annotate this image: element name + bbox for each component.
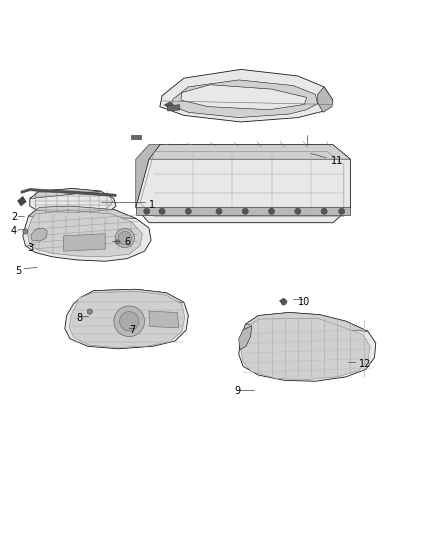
Bar — [167, 104, 180, 111]
Polygon shape — [136, 207, 350, 215]
Text: 1: 1 — [149, 200, 155, 210]
Polygon shape — [136, 145, 160, 207]
Text: 7: 7 — [129, 325, 135, 335]
Text: 3: 3 — [28, 243, 34, 253]
Polygon shape — [65, 289, 188, 349]
Polygon shape — [318, 87, 333, 112]
Polygon shape — [69, 292, 185, 348]
Polygon shape — [149, 311, 179, 328]
Circle shape — [185, 208, 191, 214]
Polygon shape — [181, 85, 307, 110]
Polygon shape — [28, 206, 136, 219]
Text: 2: 2 — [11, 213, 17, 222]
Text: 4: 4 — [11, 227, 17, 237]
Circle shape — [115, 240, 120, 244]
Circle shape — [118, 231, 131, 245]
Circle shape — [87, 309, 92, 314]
Polygon shape — [136, 145, 350, 223]
Circle shape — [268, 208, 275, 214]
Circle shape — [216, 208, 222, 214]
Polygon shape — [279, 298, 287, 305]
Circle shape — [120, 312, 139, 331]
Text: 9: 9 — [234, 386, 240, 397]
Text: 5: 5 — [15, 266, 21, 276]
Text: 11: 11 — [331, 156, 343, 166]
Circle shape — [242, 208, 248, 214]
Polygon shape — [245, 312, 368, 332]
Circle shape — [281, 300, 286, 305]
Polygon shape — [149, 145, 350, 159]
Polygon shape — [30, 189, 101, 199]
Circle shape — [144, 208, 150, 214]
Polygon shape — [171, 80, 318, 118]
Polygon shape — [160, 69, 333, 122]
Circle shape — [295, 208, 301, 214]
Circle shape — [339, 208, 345, 214]
Text: 8: 8 — [77, 313, 83, 323]
Circle shape — [159, 208, 165, 214]
Polygon shape — [30, 189, 116, 215]
Polygon shape — [164, 102, 173, 108]
Polygon shape — [31, 228, 47, 241]
Polygon shape — [239, 326, 252, 350]
Polygon shape — [28, 211, 142, 257]
Circle shape — [321, 208, 327, 214]
Circle shape — [114, 306, 145, 336]
Circle shape — [23, 229, 28, 234]
Polygon shape — [239, 312, 376, 381]
Polygon shape — [21, 189, 116, 197]
Polygon shape — [64, 233, 105, 251]
Text: 12: 12 — [359, 359, 371, 369]
Polygon shape — [23, 206, 151, 261]
Circle shape — [115, 229, 134, 248]
Bar — [131, 135, 141, 140]
Polygon shape — [18, 197, 26, 206]
Text: 10: 10 — [298, 296, 310, 306]
Polygon shape — [81, 289, 184, 302]
Polygon shape — [241, 318, 370, 379]
Text: 6: 6 — [125, 237, 131, 247]
